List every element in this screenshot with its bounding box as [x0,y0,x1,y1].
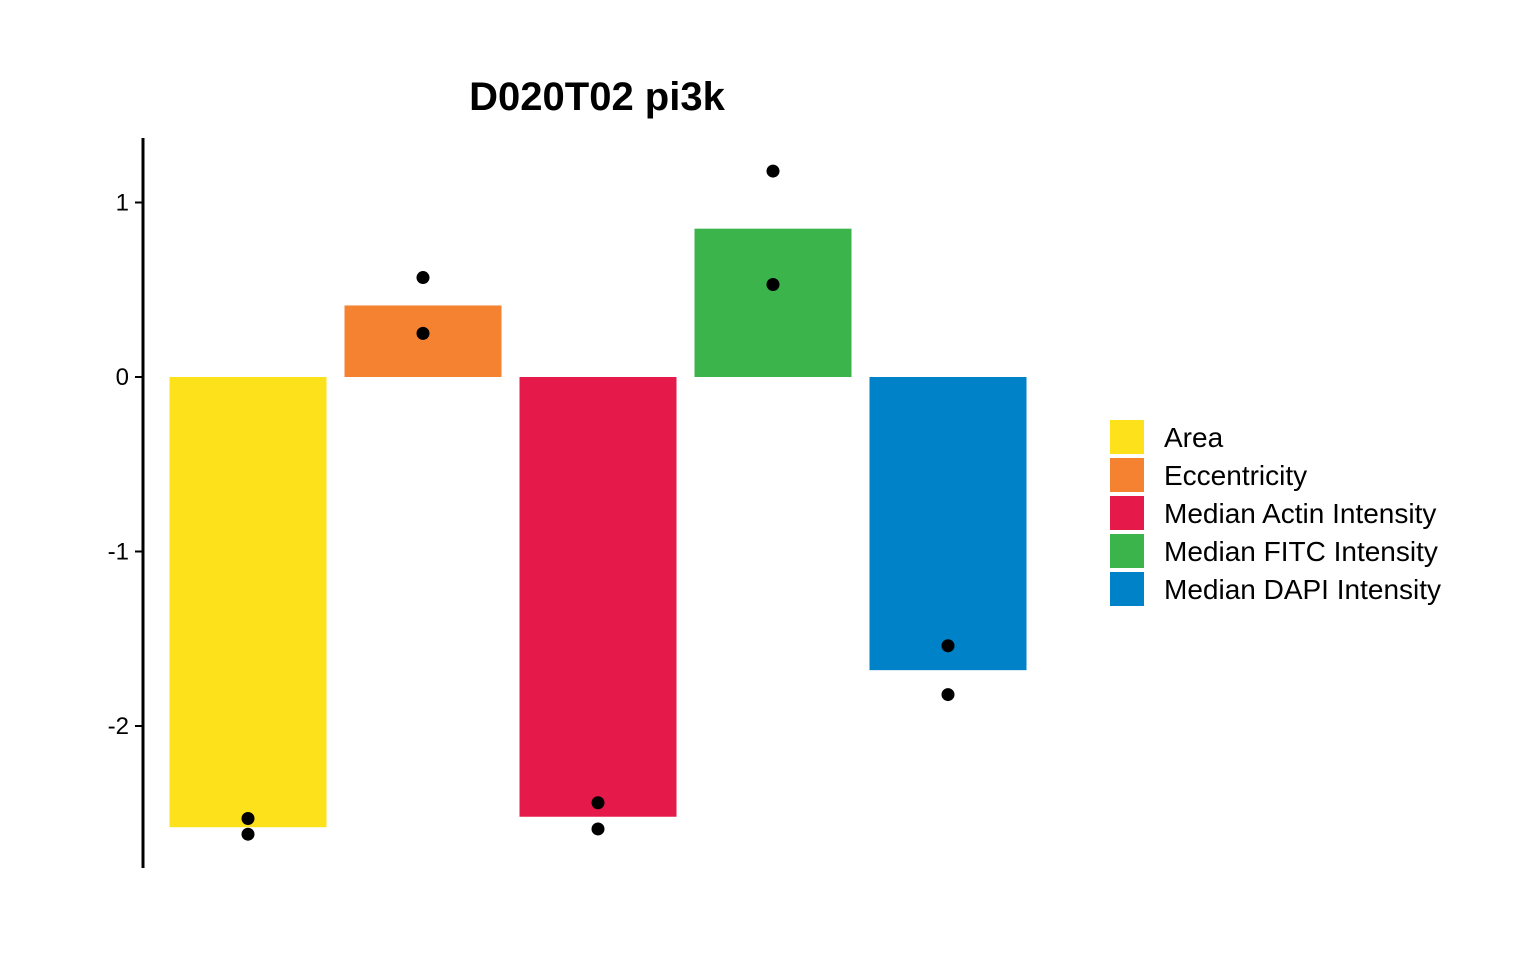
data-point [941,688,955,702]
y-axis: 1 0 -1 -2 [108,138,145,868]
bar-4 [694,228,852,377]
legend: Area Eccentricity Median Actin Intensity Me… [1110,420,1441,606]
data-point [766,164,780,178]
legend-key [1110,572,1144,606]
y-tick-label: -2 [108,713,129,740]
data-points [241,164,955,841]
data-point [416,271,430,285]
y-tick-label: -1 [108,539,129,566]
chart-title: D020T02 pi3k [469,75,725,119]
data-point [766,278,780,292]
bar-2 [344,305,502,377]
legend-key [1110,458,1144,492]
bar-1 [169,377,327,828]
legend-key [1110,534,1144,568]
data-point [241,827,255,841]
legend-label: Median Actin Intensity [1164,498,1436,529]
legend-label: Area [1164,422,1224,453]
y-tick-label: 1 [116,190,129,217]
data-point [941,639,955,653]
legend-label: Median DAPI Intensity [1164,574,1441,605]
bar-3 [519,377,677,817]
data-point [416,326,430,340]
data-point [591,796,605,810]
data-point [591,822,605,836]
legend-key [1110,496,1144,530]
bar-5 [869,377,1027,671]
bars [169,228,1027,828]
legend-key [1110,420,1144,454]
legend-label: Eccentricity [1164,460,1307,491]
data-point [241,811,255,825]
y-tick-label: 0 [116,364,129,391]
legend-label: Median FITC Intensity [1164,536,1438,567]
